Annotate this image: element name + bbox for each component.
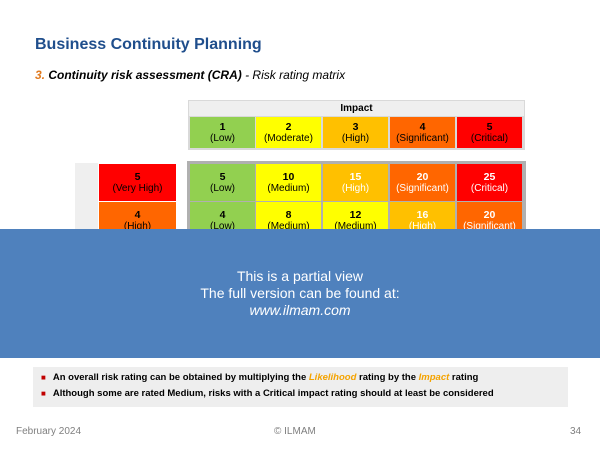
likelihood-level-cell-label: (Very High) — [112, 182, 163, 194]
impact-level-cell-value: 5 — [486, 120, 493, 133]
section-description: - Risk rating matrix — [241, 68, 346, 82]
note-item: ■ An overall risk rating can be obtained… — [41, 372, 560, 384]
banner-line-1: This is a partial view — [236, 268, 364, 284]
likelihood-level-cell-value: 4 — [134, 208, 141, 221]
likelihood-level-cell: 5 (Very High) — [99, 164, 176, 201]
risk-matrix-cell: 25 (Critical) — [457, 164, 522, 201]
risk-matrix-cell-value: 8 — [285, 208, 292, 221]
note-item: ■ Although some are rated Medium, risks … — [41, 388, 560, 400]
risk-matrix-cell-value: 25 — [483, 170, 496, 183]
impact-header: Impact — [189, 101, 524, 116]
impact-level-cell-label: (Moderate) — [264, 132, 313, 144]
risk-matrix-cell-value: 20 — [483, 208, 496, 221]
risk-matrix-cell-label: (High) — [341, 182, 370, 194]
risk-matrix-cell: 20 (Significant) — [390, 164, 455, 201]
risk-matrix-cell-value: 4 — [219, 208, 226, 221]
note-text: An overall risk rating can be obtained b… — [52, 372, 479, 383]
impact-level-cell-value: 3 — [352, 120, 359, 133]
risk-matrix-cell-value: 16 — [416, 208, 429, 221]
likelihood-level-cell-label: (High) — [123, 220, 152, 232]
footer-copyright: © ILMAM — [274, 426, 316, 437]
risk-matrix-cell-value: 12 — [349, 208, 362, 221]
risk-matrix-cell-label: (Low) — [209, 182, 235, 194]
note-text: Although some are rated Medium, risks wi… — [52, 388, 494, 399]
likelihood-level-cell-value: 5 — [134, 170, 141, 183]
impact-level-cell: 1 (Low) — [190, 117, 255, 148]
impact-level-cell-value: 1 — [219, 120, 226, 133]
risk-matrix-cell-label: (Significant) — [396, 182, 449, 194]
risk-matrix-cell-value: 5 — [219, 170, 226, 183]
impact-level-cell: 3 (High) — [323, 117, 388, 148]
banner-url[interactable]: www.ilmam.com — [249, 302, 351, 318]
risk-matrix-cell-label: (Critical) — [470, 182, 509, 194]
section-number: 3. — [35, 68, 46, 82]
impact-term: Impact — [418, 372, 450, 383]
likelihood-axis-strip — [75, 163, 98, 243]
page-number: 34 — [570, 426, 582, 437]
impact-level-cell-label: (Low) — [209, 132, 235, 144]
slide-subtitle: 3. Continuity risk assessment (CRA) - Ri… — [35, 68, 345, 82]
impact-level-cell-label: (Significant) — [396, 132, 449, 144]
likelihood-term: Likelihood — [308, 372, 357, 383]
banner-line-2: The full version can be found at: — [200, 285, 400, 301]
risk-matrix-cell: 15 (High) — [323, 164, 388, 201]
notes-box: ■ An overall risk rating can be obtained… — [33, 367, 568, 407]
risk-matrix-cell: 10 (Medium) — [256, 164, 321, 201]
impact-level-cell: 4 (Significant) — [390, 117, 455, 148]
risk-matrix-cell-label: (High) — [408, 220, 437, 232]
risk-matrix-cell-label: (Medium) — [334, 220, 377, 232]
risk-matrix-cell-label: (Medium) — [267, 182, 310, 194]
risk-matrix-cell-label: (Significant) — [463, 220, 516, 232]
risk-matrix-cell-label: (Medium) — [267, 220, 310, 232]
impact-level-cell: 5 (Critical) — [457, 117, 522, 148]
impact-level-cell-value: 2 — [285, 120, 292, 133]
impact-level-cell-label: (Critical) — [470, 132, 509, 144]
impact-level-cell-value: 4 — [419, 120, 426, 133]
square-bullet-icon: ■ — [41, 373, 46, 382]
impact-level-cell-label: (High) — [341, 132, 370, 144]
slide-title: Business Continuity Planning — [35, 36, 262, 53]
risk-matrix-cell: 5 (Low) — [190, 164, 255, 201]
risk-matrix-cell-label: (Low) — [209, 220, 235, 232]
risk-matrix-cell-value: 10 — [282, 170, 295, 183]
footer-date: February 2024 — [16, 426, 82, 437]
risk-matrix-cell-value: 15 — [349, 170, 362, 183]
square-bullet-icon: ■ — [41, 389, 46, 398]
partial-view-banner: This is a partial view The full version … — [0, 229, 600, 358]
impact-level-cell: 2 (Moderate) — [256, 117, 321, 148]
section-heading: Continuity risk assessment (CRA) — [48, 68, 242, 82]
risk-matrix-cell-value: 20 — [416, 170, 429, 183]
